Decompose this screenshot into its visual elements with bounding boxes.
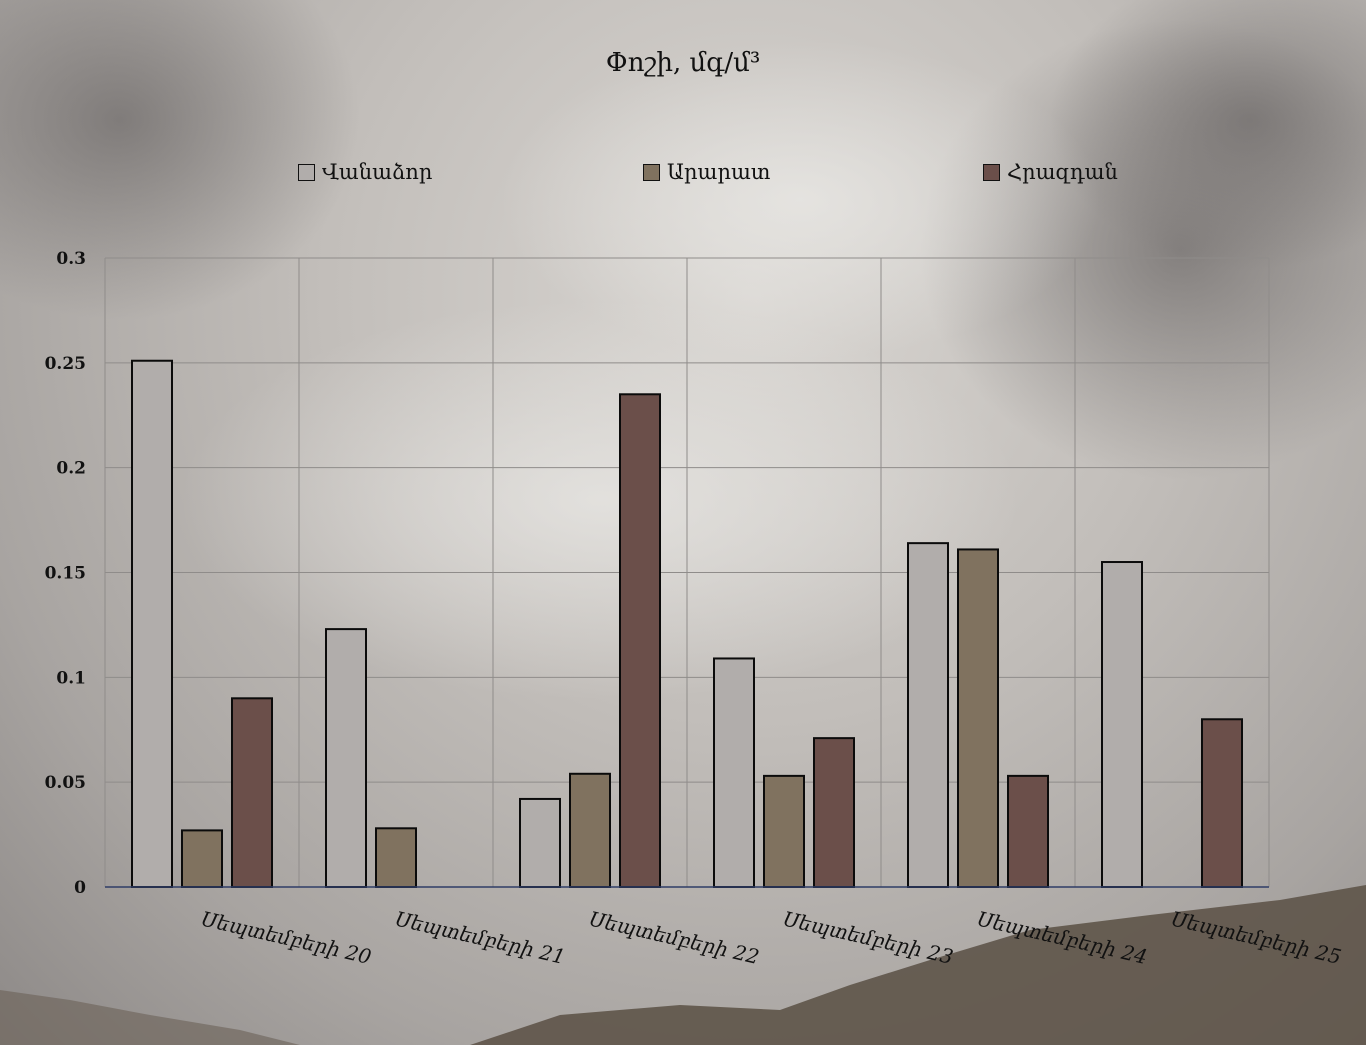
legend-item-hrazdan: Հրազդան (983, 160, 1118, 184)
y-tick-label: 0.2 (56, 459, 86, 479)
chart-title: Փոշի, մգ/մ³ (605, 48, 761, 78)
bar-vanadzor (325, 628, 367, 888)
bar-hrazdan (619, 393, 661, 888)
y-tick-label: 0.3 (56, 249, 86, 269)
x-tick-label: Սեպտեմբերի 20 (199, 906, 374, 969)
bar-vanadzor (519, 797, 561, 888)
y-tick-label: 0 (74, 878, 86, 898)
x-tick-label: Սեպտեմբերի 25 (1169, 906, 1344, 968)
bar-ararat (957, 548, 999, 888)
bar-vanadzor (713, 657, 755, 888)
bar-vanadzor (131, 359, 173, 888)
x-tick-label: Սեպտեմբերի 24 (975, 906, 1150, 968)
legend-label: Հրազդան (1007, 160, 1118, 184)
bar-ararat (763, 774, 805, 888)
x-tick-label: Սեպտեմբերի 23 (781, 906, 956, 968)
bar-hrazdan (1007, 774, 1049, 888)
y-tick-label: 0.15 (45, 564, 86, 584)
bar-ararat (181, 829, 223, 889)
legend-item-vanadzor: Վանաձոր (298, 160, 432, 184)
bar-ararat (569, 772, 611, 889)
y-tick-label: 0.25 (45, 354, 86, 374)
bar-hrazdan (231, 697, 273, 888)
legend-swatch (298, 163, 315, 181)
legend-label: Արարատ (667, 160, 771, 184)
legend-label: Վանաձոր (322, 160, 433, 184)
x-tick-label: Սեպտեմբերի 22 (587, 906, 762, 968)
chart-legend: Վանաձոր Արարատ Հրազդան (0, 160, 1366, 190)
legend-swatch (643, 163, 660, 181)
y-tick-label: 0.05 (45, 773, 86, 793)
legend-item-ararat: Արարատ (643, 160, 770, 184)
bar-hrazdan (813, 737, 855, 888)
y-tick-label: 0.1 (56, 668, 86, 688)
legend-swatch (983, 163, 1000, 181)
bar-vanadzor (907, 542, 949, 888)
bar-ararat (375, 827, 417, 888)
bar-vanadzor (1101, 561, 1143, 888)
x-tick-label: Սեպտեմբերի 21 (393, 906, 568, 968)
bar-hrazdan (1201, 718, 1243, 888)
